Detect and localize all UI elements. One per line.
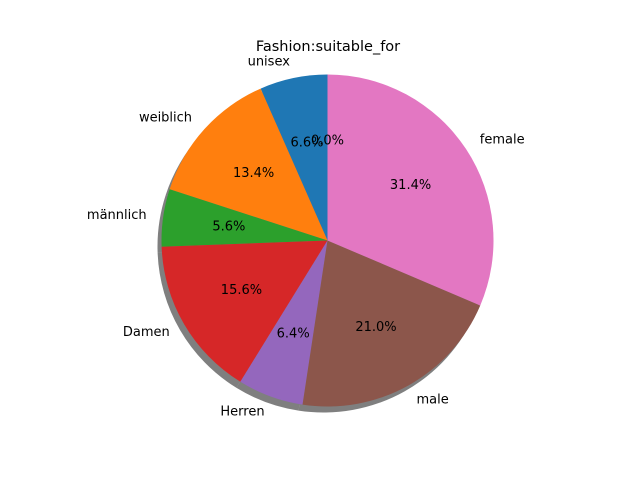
slice-herren-label: Herren [220,404,264,419]
slice-weiblich-percent-label: 13.4% [233,166,274,181]
slice-female-percent-label: 31.4% [390,178,431,193]
slice-unisex [260,74,328,241]
pie-labels: unisex 6.6% weiblich 13.4% männlich 5.6% Damen… [87,54,525,419]
slice-female [327,74,494,306]
slice-male [302,240,481,407]
slice-male-label: male [416,392,448,407]
slice-unisex-percent-label: 6.6% [290,136,323,151]
slice-weiblich-label: weiblich [139,111,192,126]
slice-männlich-label: männlich [87,208,147,223]
pie-slices [161,74,494,407]
slice-weiblich [169,88,328,241]
slice-damen [161,240,328,382]
slice-unlabeled-7-percent-label: 0.0% [311,133,344,148]
slice-damen-percent-label: 15.6% [221,283,262,298]
slice-male-percent-label: 21.0% [355,320,396,335]
slice-female-label: female [480,132,525,147]
slice-unisex-label: unisex [248,54,291,69]
chart-title: Fashion:suitable_for [256,39,400,55]
slice-damen-label: Damen [123,325,170,340]
slice-herren-percent-label: 6.4% [277,326,310,341]
slice-herren [240,240,328,405]
slice-männlich-percent-label: 5.6% [212,219,245,234]
slice-männlich [161,189,328,247]
